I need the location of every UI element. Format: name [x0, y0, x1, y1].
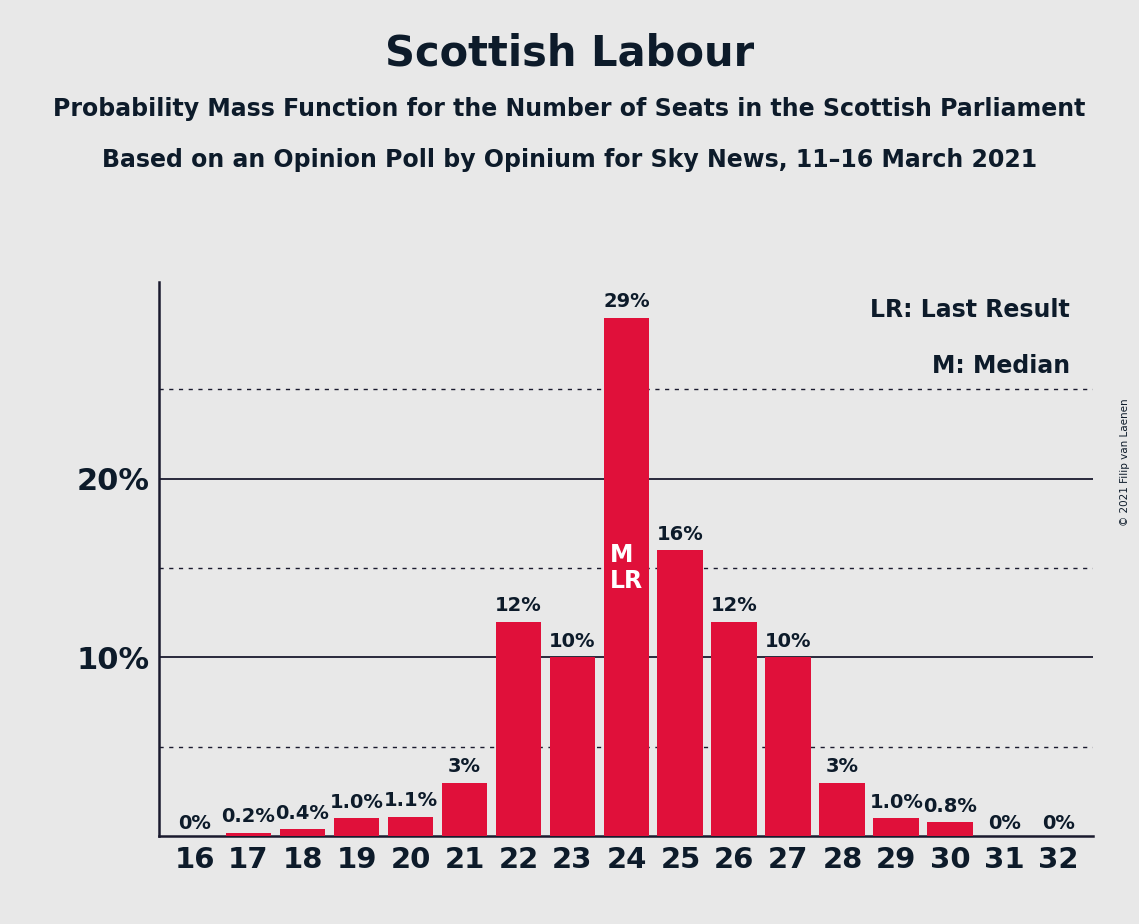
Text: 29%: 29%: [604, 292, 649, 311]
Bar: [442, 783, 487, 836]
Text: 1.0%: 1.0%: [329, 793, 384, 812]
Bar: [495, 622, 541, 836]
Bar: [874, 819, 919, 836]
Bar: [927, 822, 974, 836]
Bar: [819, 783, 866, 836]
Bar: [334, 819, 379, 836]
Bar: [549, 657, 596, 836]
Text: © 2021 Filip van Laenen: © 2021 Filip van Laenen: [1120, 398, 1130, 526]
Text: 0%: 0%: [988, 814, 1021, 833]
Text: LR: Last Result: LR: Last Result: [870, 298, 1071, 322]
Text: 0%: 0%: [178, 814, 211, 833]
Text: Probability Mass Function for the Number of Seats in the Scottish Parliament: Probability Mass Function for the Number…: [54, 97, 1085, 121]
Text: Scottish Labour: Scottish Labour: [385, 32, 754, 74]
Text: 0.4%: 0.4%: [276, 804, 329, 822]
Text: 0.2%: 0.2%: [222, 808, 276, 826]
Bar: [765, 657, 811, 836]
Bar: [226, 833, 271, 836]
Bar: [387, 817, 434, 836]
Text: M
LR: M LR: [609, 543, 644, 593]
Text: 0%: 0%: [1042, 814, 1075, 833]
Text: 16%: 16%: [657, 525, 704, 544]
Bar: [279, 829, 326, 836]
Text: 3%: 3%: [448, 758, 481, 776]
Text: 10%: 10%: [765, 632, 812, 651]
Bar: [604, 318, 649, 836]
Text: Based on an Opinion Poll by Opinium for Sky News, 11–16 March 2021: Based on an Opinion Poll by Opinium for …: [101, 148, 1038, 172]
Text: 1.0%: 1.0%: [869, 793, 924, 812]
Text: M: Median: M: Median: [932, 354, 1071, 378]
Text: 1.1%: 1.1%: [384, 791, 437, 810]
Text: 0.8%: 0.8%: [924, 796, 977, 816]
Bar: [712, 622, 757, 836]
Text: 12%: 12%: [711, 596, 757, 615]
Bar: [657, 550, 704, 836]
Text: 12%: 12%: [495, 596, 542, 615]
Text: 3%: 3%: [826, 758, 859, 776]
Text: 10%: 10%: [549, 632, 596, 651]
